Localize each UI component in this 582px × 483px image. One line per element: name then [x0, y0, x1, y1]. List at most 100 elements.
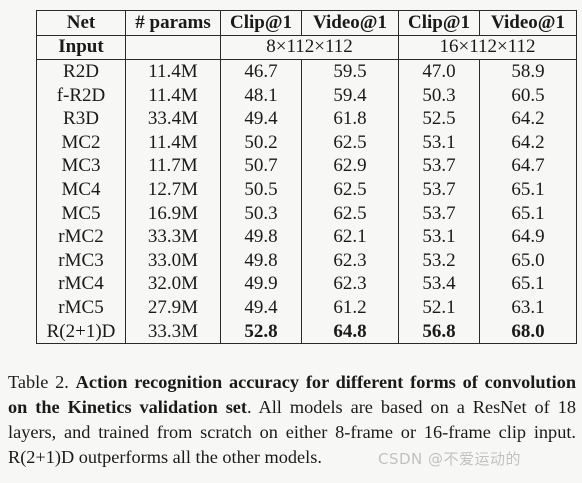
input-group-16: 16×112×112 — [398, 34, 577, 61]
cell-clip16: 53.1 — [398, 225, 480, 249]
watermark: CSDN @不爱运动的 — [378, 450, 522, 468]
cell-video8: 62.3 — [301, 248, 399, 273]
cell-params: 33.3M — [125, 225, 221, 249]
cell-video16: 64.2 — [479, 107, 577, 131]
header-row: Net # params Clip@1 Video@1 Clip@1 Video… — [36, 10, 577, 36]
cell-net: MC5 — [36, 201, 126, 226]
cell-params: 27.9M — [125, 296, 221, 320]
cell-net: f-R2D — [36, 83, 126, 108]
cell-clip16: 52.1 — [398, 296, 480, 320]
cell-net: MC3 — [36, 154, 126, 179]
cell-params: 33.3M — [125, 319, 221, 345]
cell-clip8: 50.3 — [220, 201, 302, 226]
cell-clip8: 50.2 — [220, 130, 302, 155]
cell-video8: 64.8 — [301, 319, 399, 345]
cell-video8: 61.8 — [301, 107, 399, 131]
input-group-8: 8×112×112 — [220, 34, 399, 61]
table-row: R2D 11.4M 46.7 59.5 47.0 58.9 — [36, 59, 577, 84]
results-table: Net # params Clip@1 Video@1 Clip@1 Video… — [36, 10, 577, 345]
cell-video8: 62.9 — [301, 154, 399, 179]
caption-label: Table 2. — [8, 372, 69, 392]
cell-net: rMC4 — [36, 272, 126, 297]
header-clip8: Clip@1 — [220, 10, 302, 36]
cell-video8: 61.2 — [301, 296, 399, 320]
cell-clip8: 50.5 — [220, 178, 302, 202]
cell-video16: 65.1 — [479, 178, 577, 202]
header-params: # params — [125, 10, 221, 36]
cell-clip16: 53.7 — [398, 201, 480, 226]
caption-rest: . All models are based on a ResNet of 18… — [8, 397, 576, 467]
cell-clip8: 49.8 — [220, 248, 302, 273]
header-clip16: Clip@1 — [398, 10, 480, 36]
cell-video8: 59.5 — [301, 59, 399, 84]
cell-clip16: 53.1 — [398, 130, 480, 155]
cell-clip16: 53.2 — [398, 248, 480, 273]
cell-params: 11.4M — [125, 59, 221, 84]
cell-clip16: 53.7 — [398, 178, 480, 202]
cell-clip8: 46.7 — [220, 59, 302, 84]
cell-net: R(2+1)D — [36, 319, 126, 345]
cell-video16: 64.9 — [479, 225, 577, 249]
table-row: R3D 33.4M 49.4 61.8 52.5 64.2 — [36, 107, 577, 131]
cell-video8: 62.5 — [301, 130, 399, 155]
header-video16: Video@1 — [479, 10, 577, 36]
cell-video16: 65.1 — [479, 272, 577, 297]
cell-video8: 62.5 — [301, 201, 399, 226]
header-net: Net — [36, 10, 126, 36]
cell-video16: 58.9 — [479, 59, 577, 84]
cell-params: 11.7M — [125, 154, 221, 179]
table-caption: Table 2. Action recognition accuracy for… — [8, 370, 576, 470]
cell-params: 11.4M — [125, 130, 221, 155]
cell-video8: 59.4 — [301, 83, 399, 108]
header-video8: Video@1 — [301, 10, 399, 36]
cell-clip8: 50.7 — [220, 154, 302, 179]
cell-params: 33.0M — [125, 248, 221, 273]
input-row: Input 8×112×112 16×112×112 — [36, 34, 577, 61]
cell-video16: 68.0 — [479, 319, 577, 345]
cell-video16: 60.5 — [479, 83, 577, 108]
cell-params: 16.9M — [125, 201, 221, 226]
table-row: MC3 11.7M 50.7 62.9 53.7 64.7 — [36, 154, 577, 179]
cell-video16: 64.2 — [479, 130, 577, 155]
cell-video8: 62.5 — [301, 178, 399, 202]
table-row: rMC5 27.9M 49.4 61.2 52.1 63.1 — [36, 296, 577, 320]
cell-clip16: 53.4 — [398, 272, 480, 297]
cell-clip8: 49.4 — [220, 107, 302, 131]
cell-net: rMC3 — [36, 248, 126, 273]
cell-video8: 62.1 — [301, 225, 399, 249]
cell-video16: 65.1 — [479, 201, 577, 226]
cell-clip8: 49.9 — [220, 272, 302, 297]
table-row: rMC4 32.0M 49.9 62.3 53.4 65.1 — [36, 272, 577, 297]
cell-clip16: 52.5 — [398, 107, 480, 131]
table-row: MC5 16.9M 50.3 62.5 53.7 65.1 — [36, 201, 577, 226]
input-params — [125, 34, 221, 61]
cell-video16: 63.1 — [479, 296, 577, 320]
cell-net: MC4 — [36, 178, 126, 202]
cell-params: 33.4M — [125, 107, 221, 131]
cell-params: 12.7M — [125, 178, 221, 202]
cell-video8: 62.3 — [301, 272, 399, 297]
cell-clip16: 56.8 — [398, 319, 480, 345]
cell-video16: 64.7 — [479, 154, 577, 179]
cell-params: 11.4M — [125, 83, 221, 108]
table-row: MC2 11.4M 50.2 62.5 53.1 64.2 — [36, 130, 577, 155]
table-row: R(2+1)D 33.3M 52.8 64.8 56.8 68.0 — [36, 319, 577, 345]
table-row: MC4 12.7M 50.5 62.5 53.7 65.1 — [36, 178, 577, 202]
cell-clip16: 53.7 — [398, 154, 480, 179]
table-body: R2D 11.4M 46.7 59.5 47.0 58.9 f-R2D 11.4M 48.1 59… — [36, 59, 577, 345]
input-label: Input — [36, 34, 126, 61]
cell-net: rMC5 — [36, 296, 126, 320]
cell-net: MC2 — [36, 130, 126, 155]
cell-clip8: 49.4 — [220, 296, 302, 320]
cell-video16: 65.0 — [479, 248, 577, 273]
cell-net: R2D — [36, 59, 126, 84]
cell-params: 32.0M — [125, 272, 221, 297]
table-row: f-R2D 11.4M 48.1 59.4 50.3 60.5 — [36, 83, 577, 108]
cell-net: rMC2 — [36, 225, 126, 249]
cell-clip8: 52.8 — [220, 319, 302, 345]
cell-clip8: 48.1 — [220, 83, 302, 108]
caption-bold-text: Action recognition accuracy for differen… — [8, 372, 577, 417]
table-row: rMC2 33.3M 49.8 62.1 53.1 64.9 — [36, 225, 577, 249]
cell-net: R3D — [36, 107, 126, 131]
cell-clip16: 50.3 — [398, 83, 480, 108]
